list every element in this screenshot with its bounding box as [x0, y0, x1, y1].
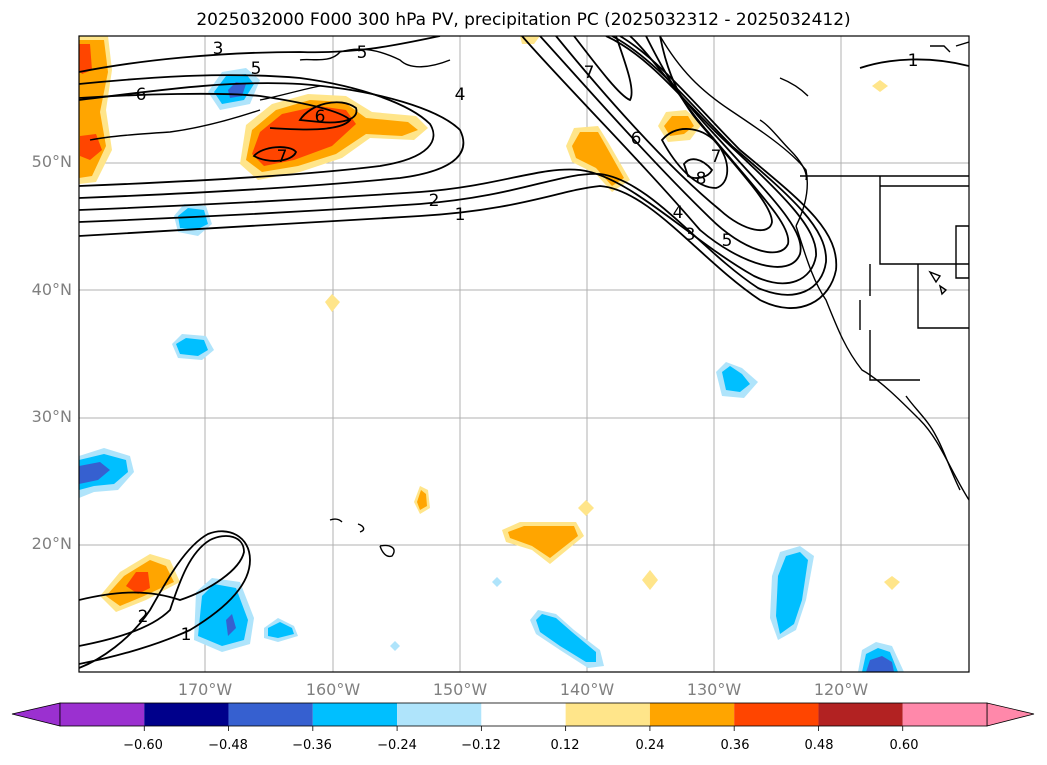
contour-label: 8 — [696, 169, 707, 189]
gridlines — [79, 36, 969, 672]
colorbar-tick-label: 0.48 — [804, 738, 834, 753]
lat-label: 40°N — [31, 280, 72, 299]
colorbar-tick-label: −0.24 — [377, 738, 417, 753]
colorbar-segment — [312, 703, 398, 726]
colorbar-segment — [902, 703, 987, 726]
lon-label: 150°W — [432, 680, 488, 699]
contour-label: 6 — [136, 85, 147, 105]
lon-label: 140°W — [559, 680, 615, 699]
colorbar-tick-label: 0.36 — [720, 738, 750, 753]
colorbar-tick-label: 0.24 — [635, 738, 665, 753]
contour-label: 6 — [315, 107, 326, 127]
contour-label: 5 — [722, 231, 733, 251]
lon-label: 170°W — [177, 680, 233, 699]
colorbar-tick-label: −0.48 — [208, 738, 248, 753]
contour-label: 4 — [455, 85, 466, 105]
precip-shading — [79, 36, 904, 672]
colorbar-outline — [59, 702, 988, 727]
lon-label: 130°W — [686, 680, 742, 699]
colorbar-tick-label: −0.12 — [461, 738, 501, 753]
colorbar-segment — [397, 703, 482, 726]
contour-label: 2 — [138, 607, 149, 627]
colorbar-tick-label: 0.60 — [889, 738, 919, 753]
contour-labels: 1 2 3 4 5 6 7 8 1 2 3 4 5 6 7 5 6 7 1 — [136, 39, 919, 645]
colorbar-segment — [481, 703, 566, 726]
contour-label: 6 — [631, 129, 642, 149]
contour-label: 5 — [357, 43, 368, 63]
colorbar-min-extend — [11, 702, 61, 727]
contour-label: 3 — [213, 39, 224, 59]
contour-label: 7 — [277, 147, 288, 167]
map-title: 2025032000 F000 300 hPa PV, precipitatio… — [196, 10, 851, 30]
colorbar-segment — [60, 703, 145, 726]
contour-label: 2 — [429, 191, 440, 211]
colorbar-tick-label: −0.36 — [292, 738, 332, 753]
colorbar — [11, 702, 1035, 731]
lon-label: 160°W — [305, 680, 361, 699]
contour-label: 1 — [181, 625, 192, 645]
contour-label: 3 — [685, 225, 696, 245]
pv-contours — [79, 36, 969, 669]
contour-label: 5 — [251, 59, 262, 79]
contour-label: 1 — [908, 51, 919, 71]
colorbar-segment — [649, 703, 735, 726]
coastlines — [89, 36, 969, 558]
colorbar-segment — [144, 703, 229, 726]
lon-label: 120°W — [813, 680, 869, 699]
contour-label: 1 — [455, 205, 466, 225]
colorbar-segment — [818, 703, 903, 726]
colorbar-segment — [565, 703, 650, 726]
contour-label: 7 — [584, 63, 595, 83]
contour-label: 7 — [711, 147, 722, 167]
map-frame — [78, 35, 970, 673]
colorbar-segment — [734, 703, 819, 726]
colorbar-tick-label: 0.12 — [550, 738, 580, 753]
lat-label: 50°N — [31, 152, 72, 171]
colorbar-max-extend — [986, 702, 1035, 727]
lat-label: 30°N — [31, 407, 72, 426]
contour-label: 4 — [673, 203, 684, 223]
lat-label: 20°N — [31, 534, 72, 553]
colorbar-tick-label: −0.60 — [123, 738, 163, 753]
colorbar-segment — [228, 703, 313, 726]
